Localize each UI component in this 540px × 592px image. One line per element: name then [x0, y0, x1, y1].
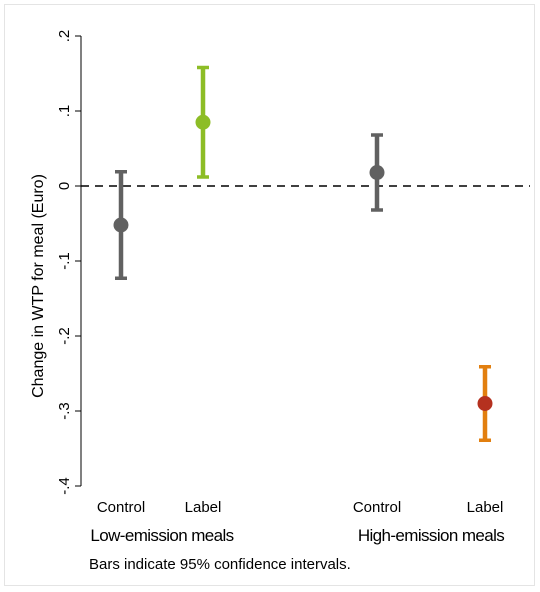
chart-frame	[4, 4, 535, 586]
point-estimate	[113, 217, 129, 233]
x-category-label: Label	[467, 499, 504, 516]
chart-note: Bars indicate 95% confidence intervals.	[89, 556, 351, 573]
y-tick-label: .1	[56, 105, 73, 118]
y-tick-label: -.4	[56, 477, 73, 495]
estimate-point-group	[113, 170, 129, 280]
x-category-label: Label	[185, 499, 222, 516]
y-axis-title: Change in WTP for meal (Euro)	[30, 174, 47, 398]
y-axis-ticks: .2 .1 0 -.1 -.2 -.3 -.4	[56, 30, 81, 495]
estimate-point-group	[195, 65, 211, 179]
x-axis-labels: Control Label Control Label Low-emission mea…	[90, 499, 504, 545]
y-tick-label: -.3	[56, 402, 73, 420]
x-group-label: High-emission meals	[358, 526, 504, 545]
x-category-label: Control	[97, 499, 145, 516]
point-estimate	[477, 396, 493, 411]
y-tick-label: -.1	[56, 252, 73, 270]
estimate-point-group	[369, 133, 385, 212]
x-group-label: Low-emission meals	[90, 526, 233, 545]
point-estimate	[369, 165, 385, 180]
point-estimate	[195, 114, 211, 130]
y-tick-label: 0	[56, 182, 73, 190]
y-tick-label: .2	[56, 30, 73, 43]
estimate-point-group	[477, 365, 493, 442]
estimates	[113, 65, 493, 442]
x-category-label: Control	[353, 499, 401, 516]
y-tick-label: -.2	[56, 327, 73, 345]
